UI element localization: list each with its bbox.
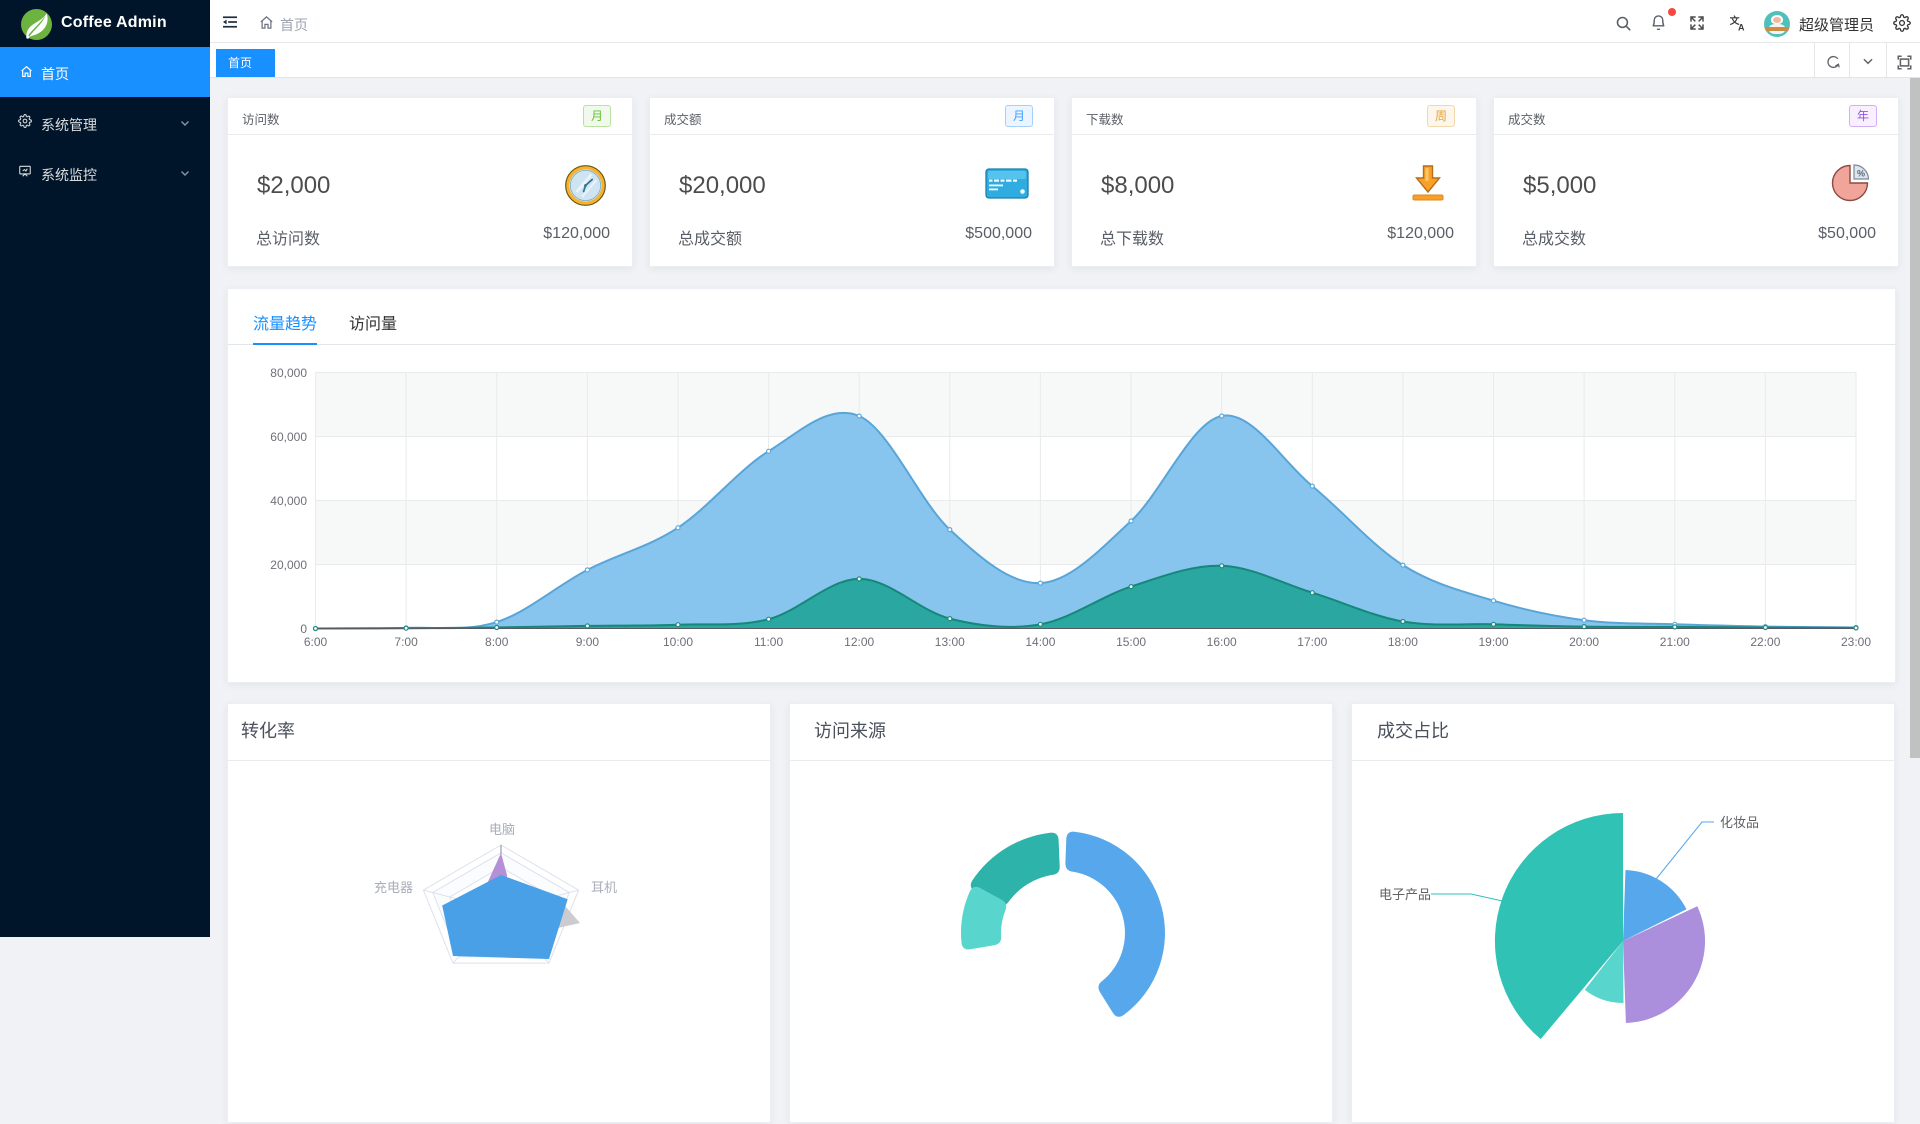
svg-text:80,000: 80,000 — [270, 366, 307, 380]
svg-text:20:00: 20:00 — [1569, 635, 1599, 649]
svg-text:15:00: 15:00 — [1116, 635, 1146, 649]
svg-text:19:00: 19:00 — [1478, 635, 1508, 649]
svg-text:耳机: 耳机 — [591, 880, 617, 895]
svg-text:12:00: 12:00 — [844, 635, 874, 649]
svg-text:18:00: 18:00 — [1388, 635, 1418, 649]
svg-text:16:00: 16:00 — [1207, 635, 1237, 649]
svg-text:%: % — [1857, 169, 1865, 179]
svg-text:21:00: 21:00 — [1660, 635, 1690, 649]
svg-text:电子产品: 电子产品 — [1379, 887, 1431, 902]
svg-text:9:00: 9:00 — [576, 635, 600, 649]
svg-text:充电器: 充电器 — [374, 880, 413, 895]
svg-text:0: 0 — [300, 622, 307, 636]
svg-text:40,000: 40,000 — [270, 494, 307, 508]
svg-text:7:00: 7:00 — [394, 635, 418, 649]
svg-text:14:00: 14:00 — [1025, 635, 1055, 649]
svg-text:17:00: 17:00 — [1297, 635, 1327, 649]
svg-text:文: 文 — [1730, 14, 1740, 27]
svg-text:23:00: 23:00 — [1841, 635, 1871, 649]
svg-text:11:00: 11:00 — [754, 635, 783, 649]
svg-text:22:00: 22:00 — [1750, 635, 1780, 649]
svg-text:20,000: 20,000 — [270, 558, 307, 572]
svg-text:A: A — [1738, 23, 1745, 33]
svg-text:化妆品: 化妆品 — [1720, 815, 1759, 830]
svg-text:电脑: 电脑 — [489, 822, 515, 837]
svg-text:60,000: 60,000 — [270, 430, 307, 444]
svg-text:13:00: 13:00 — [935, 635, 965, 649]
svg-text:8:00: 8:00 — [485, 635, 509, 649]
svg-text:6:00: 6:00 — [304, 635, 328, 649]
svg-text:10:00: 10:00 — [663, 635, 693, 649]
